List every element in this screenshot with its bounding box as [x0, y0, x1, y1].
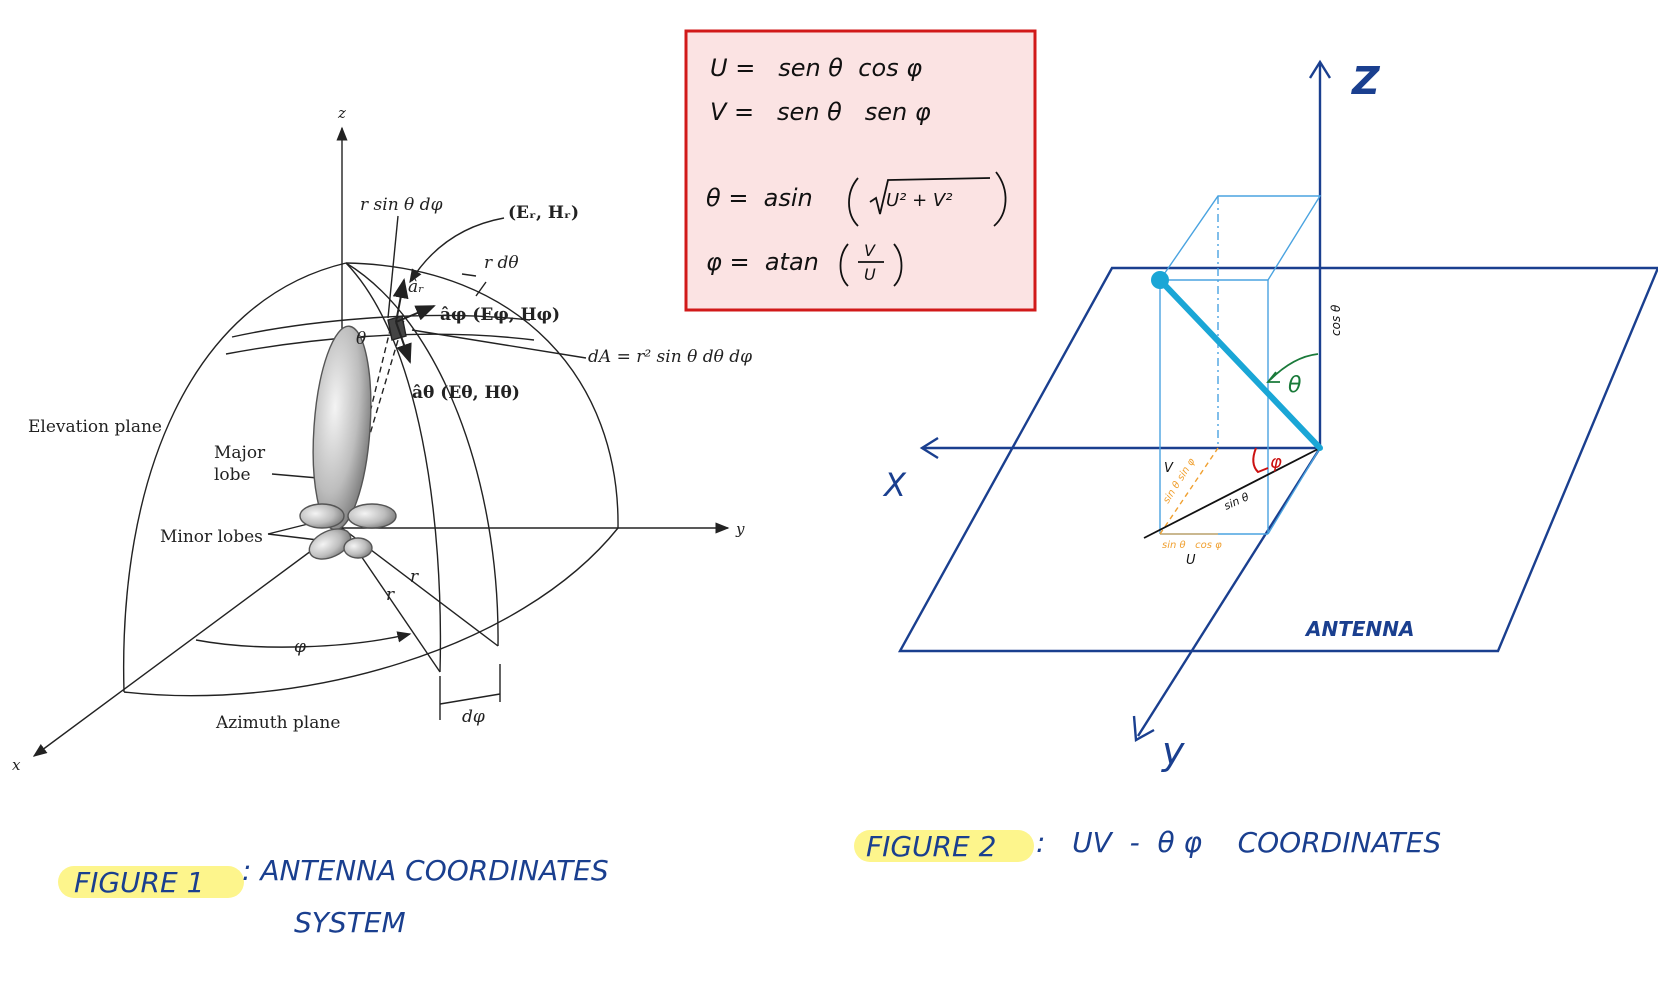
- fig1-x-label: x: [12, 756, 21, 774]
- fig2-antenna-label: ANTENNA: [1304, 617, 1414, 641]
- fig2-sin-theta-label: sin θ: [1222, 490, 1251, 513]
- fig1-phi-label: φ: [294, 637, 306, 657]
- fig2-y-label: y: [1161, 729, 1185, 773]
- fig1-r-label-1: r: [410, 567, 419, 587]
- fig1-da-leader: [412, 330, 586, 358]
- fig1-dA-label: dA = r² sin θ dθ dφ: [588, 347, 752, 367]
- fig1-band-lower: [226, 334, 534, 354]
- figure-1-antenna-coordinates: [34, 128, 728, 756]
- fig1-major-lobe-label-2: lobe: [214, 465, 251, 485]
- fig1-major-lobe-label-1: Major: [214, 443, 266, 463]
- fig2-x-label: X: [882, 466, 907, 504]
- fig2-sin-theta-cos-phi-label: sin θ cos φ: [1162, 540, 1222, 551]
- formula-u: U = sen θ cos φ: [710, 54, 922, 82]
- fig1-minor-lobes-label: Minor lobes: [160, 527, 263, 547]
- fig1-z-label: z: [337, 104, 346, 122]
- fig1-azimuth-arc: [124, 528, 618, 696]
- fig1-major-lobe: [307, 324, 377, 531]
- formula-box: U = sen θ cos φ V = sen θ sen φ θ = asin…: [686, 31, 1035, 310]
- fig2-y-axis: [1138, 448, 1320, 736]
- fig1-caption-label: FIGURE 1: [74, 866, 204, 899]
- fig1-minor-lobe-front-right: [344, 538, 372, 558]
- fig1-minor-lobe-left: [300, 504, 344, 528]
- formula-v: V = sen θ sen φ: [710, 98, 931, 126]
- fig1-azimuth-plane-label: Azimuth plane: [215, 713, 340, 733]
- fig1-atheta-label: âθ (Eθ, Hθ): [412, 383, 520, 403]
- fig1-dphi-label: dφ: [462, 707, 485, 727]
- captions: FIGURE 1 : ANTENNA COORDINATES SYSTEM FI…: [58, 826, 1441, 939]
- formula-theta-arg: U² + V²: [886, 190, 952, 211]
- fig1-dphi-arrow: [440, 694, 500, 704]
- fig1-minor-lobe-right: [348, 504, 396, 528]
- formula-phi-denominator: U: [864, 265, 876, 284]
- fig1-er-hr-label: (Eᵣ, Hᵣ): [508, 203, 579, 223]
- fig1-major-lobe-leader: [272, 474, 318, 478]
- fig1-ar-label: âᵣ: [408, 277, 424, 297]
- fig1-theta-label: θ: [356, 329, 366, 349]
- fig1-aphi-label: âφ (Eφ, Hφ): [440, 305, 560, 325]
- fig2-theta-label: θ: [1288, 373, 1302, 398]
- fig1-minor-lobe-leader-2: [268, 534, 318, 540]
- fig1-elevation-plane-label: Elevation plane: [28, 417, 162, 437]
- fig2-r-vector: [1160, 280, 1320, 448]
- formula-phi-prefix: φ = atan: [706, 248, 819, 276]
- fig2-caption-text: : UV - θ φ COORDINATES: [1036, 826, 1441, 859]
- fig2-caption-label: FIGURE 2: [866, 830, 996, 863]
- fig2-u-label: U: [1186, 553, 1196, 568]
- fig2-vector-tip: [1151, 271, 1169, 289]
- fig1-y-label: y: [735, 520, 745, 538]
- fig2-z-label: Z: [1351, 59, 1381, 103]
- fig2-phi-label: φ: [1270, 452, 1282, 473]
- fig1-r-dtheta-label: r dθ: [484, 253, 519, 273]
- fig1-rdtheta-tick-1: [462, 274, 476, 276]
- fig1-r-sin-dphi-label: r sin θ dφ: [360, 195, 443, 215]
- fig2-cos-theta-label: cos θ: [1329, 304, 1343, 336]
- fig2-v-label: V: [1164, 461, 1174, 476]
- fig1-r-label-2: r: [386, 585, 395, 605]
- formula-theta-prefix: θ = asin: [706, 184, 813, 212]
- fig2-phi-arc: [1253, 448, 1268, 472]
- fig1-caption-text: : ANTENNA COORDINATES: [242, 854, 609, 887]
- fig1-caption-text-2: SYSTEM: [294, 906, 406, 939]
- formula-phi-numerator: V: [864, 241, 876, 260]
